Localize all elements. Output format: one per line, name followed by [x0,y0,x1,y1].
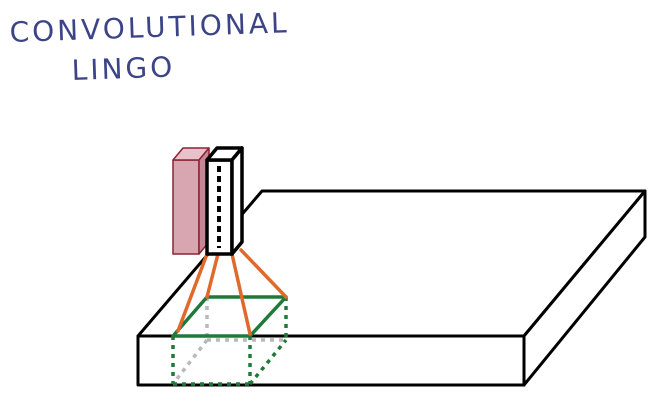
connector-lines [176,248,288,336]
volume-front-face [136,334,526,387]
filter-front-face [172,159,200,255]
filter-block [172,147,210,255]
column-side-face [230,146,244,256]
volume-side-face [522,189,647,387]
input-volume [136,189,647,387]
receptive-field-hidden-edges [171,297,286,386]
title-line-1: CONVOLUTIONAL [9,6,290,49]
receptive-field-dotted-edges [171,297,288,386]
output-depth-column [205,146,244,256]
title-line-2: LINGO [71,50,176,87]
